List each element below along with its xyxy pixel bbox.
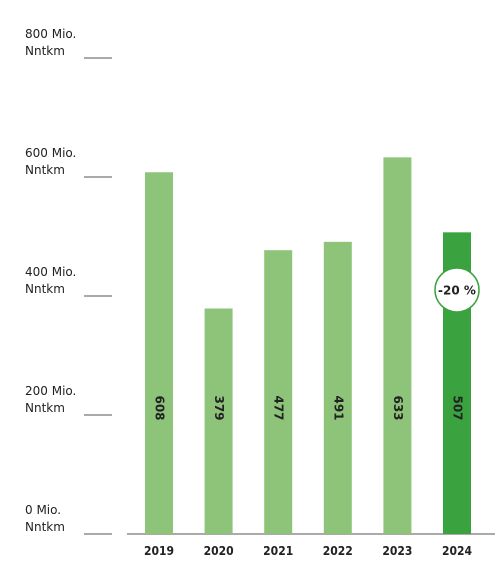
bar — [323, 241, 352, 535]
y-tick-label: 600 Mio. Nntkm — [25, 146, 76, 177]
y-tick-line: 200 Mio. — [25, 384, 76, 398]
y-tick-line: 800 Mio. — [25, 27, 76, 41]
x-tick-label: 2024 — [442, 544, 473, 558]
y-tick-line: Nntkm — [25, 520, 65, 534]
value-label: 633 — [391, 395, 405, 420]
x-tick-label: 2023 — [382, 544, 412, 558]
x-tick-label: 2020 — [204, 544, 234, 558]
bar — [383, 157, 412, 535]
value-label: 491 — [331, 395, 345, 420]
y-tick-line: 400 Mio. — [25, 265, 76, 279]
y-tick-line: 600 Mio. — [25, 146, 76, 160]
value-label: 477 — [272, 395, 286, 420]
annotation: -20 % — [438, 284, 476, 298]
y-tick-label: 200 Mio. Nntkm — [25, 384, 76, 415]
y-tick-line: Nntkm — [25, 401, 65, 415]
value-label: 379 — [212, 395, 226, 420]
y-tick-line: 0 Mio. — [25, 503, 61, 517]
bar — [145, 172, 173, 535]
y-tick-line: Nntkm — [25, 163, 65, 177]
value-label: 507 — [451, 395, 465, 420]
y-tick-label: 400 Mio. Nntkm — [25, 265, 76, 296]
value-label: 608 — [153, 395, 167, 420]
x-tick-label: 2019 — [144, 544, 174, 558]
y-tick-line: Nntkm — [25, 44, 65, 58]
y-tick-label: 800 Mio. Nntkm — [25, 27, 76, 58]
y-tick-label: 0 Mio. Nntkm — [25, 503, 65, 534]
bar — [204, 308, 233, 534]
y-tick-line: Nntkm — [25, 282, 65, 296]
annotation-badge — [434, 267, 480, 313]
bar — [264, 250, 293, 534]
x-tick-label: 2022 — [323, 544, 353, 558]
x-tick-label: 2021 — [263, 544, 293, 558]
